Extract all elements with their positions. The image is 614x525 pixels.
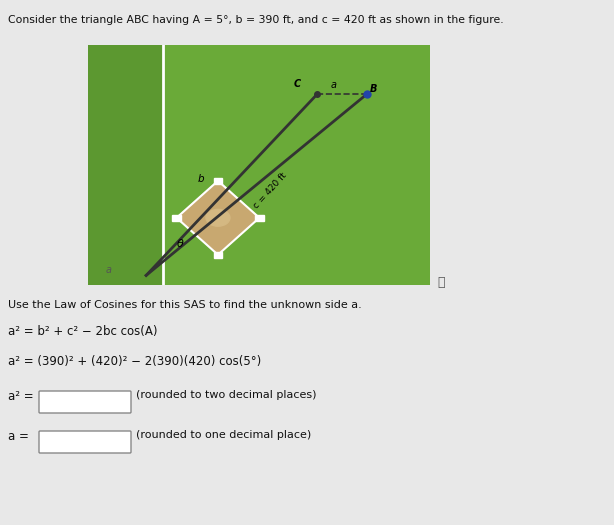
Polygon shape — [177, 181, 259, 255]
Text: C: C — [293, 79, 300, 89]
Text: Use the Law of Cosines for this SAS to find the unknown side a.: Use the Law of Cosines for this SAS to f… — [8, 300, 362, 310]
Text: B: B — [370, 84, 378, 94]
Circle shape — [206, 209, 230, 226]
Bar — [88, 45, 163, 285]
Text: (rounded to one decimal place): (rounded to one decimal place) — [136, 430, 311, 440]
Text: (rounded to two decimal places): (rounded to two decimal places) — [136, 390, 316, 400]
Text: c = 420 ft: c = 420 ft — [252, 171, 289, 210]
Text: Consider the triangle ABC having A = 5°, b = 390 ft, and c = 420 ft as shown in : Consider the triangle ABC having A = 5°,… — [8, 15, 503, 25]
Text: a: a — [105, 265, 111, 275]
FancyBboxPatch shape — [39, 431, 131, 453]
Bar — [214, 178, 222, 184]
Text: a² = (390)² + (420)² − 2(390)(420) cos(5°): a² = (390)² + (420)² − 2(390)(420) cos(5… — [8, 355, 261, 368]
Text: a =: a = — [8, 430, 29, 443]
Bar — [173, 215, 181, 221]
Text: a: a — [331, 80, 337, 90]
Text: ⓘ: ⓘ — [437, 276, 445, 289]
Text: b: b — [198, 174, 204, 184]
Text: a² = b² + c² − 2bc cos(A): a² = b² + c² − 2bc cos(A) — [8, 325, 158, 338]
Text: θ: θ — [177, 238, 184, 249]
Bar — [214, 252, 222, 258]
Bar — [255, 215, 263, 221]
Text: a² =: a² = — [8, 390, 34, 403]
FancyBboxPatch shape — [39, 391, 131, 413]
